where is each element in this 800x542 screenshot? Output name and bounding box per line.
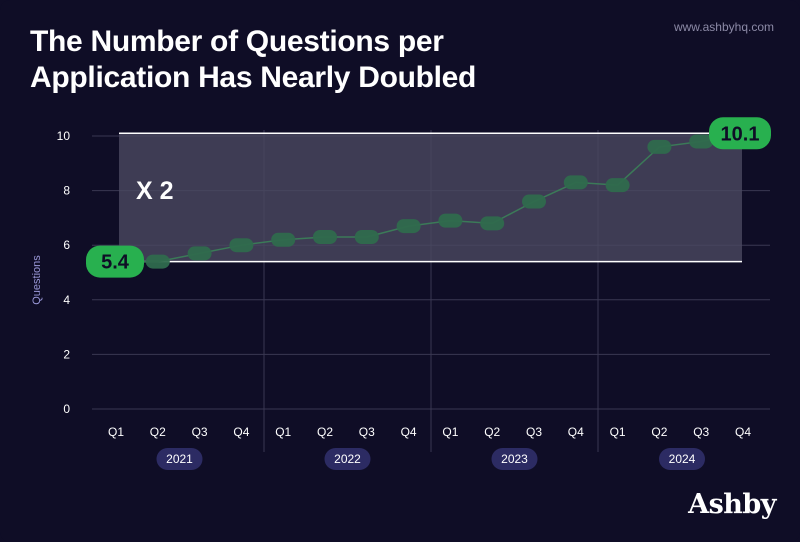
- value-callout-label: 10.1: [721, 123, 760, 145]
- y-tick-label: 6: [63, 238, 70, 252]
- site-url: www.ashbyhq.com: [673, 20, 774, 34]
- series-line: [116, 132, 744, 263]
- x-tick-quarter: Q2: [150, 425, 166, 439]
- x-tick-quarter: Q3: [192, 425, 208, 439]
- x-tick-quarter: Q4: [233, 425, 249, 439]
- data-point: [354, 230, 379, 245]
- data-point: [480, 216, 505, 231]
- data-point: [229, 238, 254, 253]
- brand-logo: Ashby: [688, 489, 776, 520]
- data-point: [522, 194, 546, 209]
- y-tick-label: 10: [57, 129, 71, 143]
- y-axis-title: Questions: [31, 255, 43, 305]
- y-tick-label: 2: [63, 347, 70, 361]
- y-tick-label: 4: [63, 293, 70, 307]
- year-label: 2023: [501, 452, 528, 466]
- chart-title-line-1: The Number of Questions per: [30, 25, 444, 58]
- y-tick-label: 0: [63, 402, 70, 416]
- year-pill: [659, 448, 705, 470]
- chart-title: The Number of Questions per Application …: [30, 24, 590, 96]
- value-callout-badge: [86, 245, 144, 278]
- year-label: 2022: [334, 452, 361, 466]
- data-point: [563, 175, 588, 190]
- x-tick-quarter: Q3: [693, 425, 709, 439]
- band-label: X 2: [136, 177, 174, 205]
- data-point: [396, 219, 421, 234]
- data-point: [271, 232, 296, 247]
- doubling-band: [119, 133, 742, 262]
- x-tick-quarter: Q4: [735, 425, 751, 439]
- data-point: [647, 139, 672, 154]
- data-point: [313, 230, 337, 245]
- x-tick-quarter: Q3: [526, 425, 542, 439]
- year-pill: [491, 448, 538, 470]
- x-tick-quarter: Q2: [651, 425, 667, 439]
- year-pill: [156, 448, 203, 470]
- x-tick-quarter: Q4: [568, 425, 584, 439]
- data-point: [689, 134, 714, 149]
- chart-title-line-2: Application Has Nearly Doubled: [30, 61, 477, 94]
- data-point: [605, 178, 630, 193]
- x-tick-quarter: Q3: [359, 425, 375, 439]
- x-tick-quarter: Q1: [108, 425, 124, 439]
- x-tick-quarter: Q4: [401, 425, 417, 439]
- x-tick-quarter: Q2: [317, 425, 333, 439]
- year-label: 2021: [166, 452, 193, 466]
- value-callout-badge: [709, 117, 771, 150]
- data-point: [187, 246, 212, 261]
- data-point: [438, 213, 463, 228]
- value-callout-label: 5.4: [101, 252, 130, 274]
- x-tick-quarter: Q1: [275, 425, 291, 439]
- data-point: [145, 254, 170, 269]
- year-label: 2024: [669, 452, 696, 466]
- y-tick-label: 8: [63, 184, 70, 198]
- x-tick-quarter: Q1: [610, 425, 626, 439]
- x-tick-quarter: Q2: [484, 425, 500, 439]
- year-pill: [324, 448, 371, 470]
- x-tick-quarter: Q1: [442, 425, 458, 439]
